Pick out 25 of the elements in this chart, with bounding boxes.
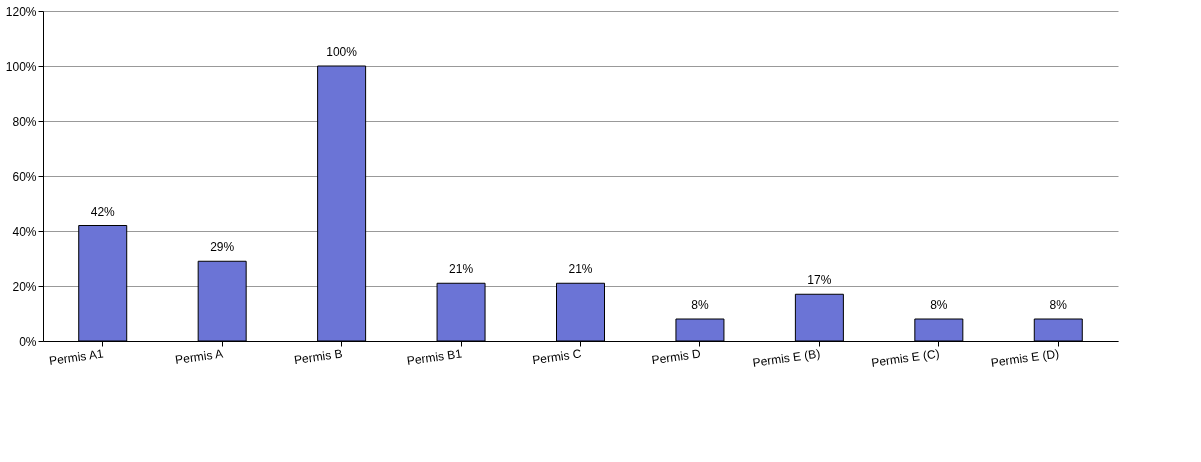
- x-tick-label: Permis A: [174, 346, 224, 368]
- x-tick-label: Permis E (D): [990, 346, 1060, 370]
- x-tick-label: Permis C: [531, 346, 583, 368]
- y-tick-label: 80%: [12, 114, 37, 129]
- x-tick-label: Permis E (B): [751, 346, 822, 370]
- data-label: 21%: [449, 262, 474, 277]
- y-tick-label: 120%: [5, 4, 37, 19]
- data-label: 29%: [210, 240, 235, 255]
- y-tick-label: 60%: [12, 169, 37, 184]
- y-tick-label: 0%: [19, 334, 37, 349]
- x-tick-label: Permis D: [650, 346, 702, 368]
- y-tick-label: 100%: [5, 59, 37, 74]
- data-label: 21%: [568, 262, 593, 277]
- data-label: 100%: [326, 45, 358, 59]
- data-label: 8%: [1049, 298, 1068, 312]
- data-label: 17%: [807, 273, 832, 288]
- x-tick-label: Permis B1: [405, 346, 464, 369]
- data-label: 8%: [691, 298, 709, 312]
- x-tick-label: Permis E (C): [870, 346, 941, 370]
- data-label: 42%: [90, 204, 116, 219]
- data-label: 8%: [930, 298, 948, 312]
- x-tick-label: Permis B: [293, 346, 344, 368]
- y-tick-label: 40%: [12, 224, 37, 239]
- x-tick-label: Permis A1: [48, 346, 105, 368]
- y-tick-label: 20%: [12, 279, 37, 294]
